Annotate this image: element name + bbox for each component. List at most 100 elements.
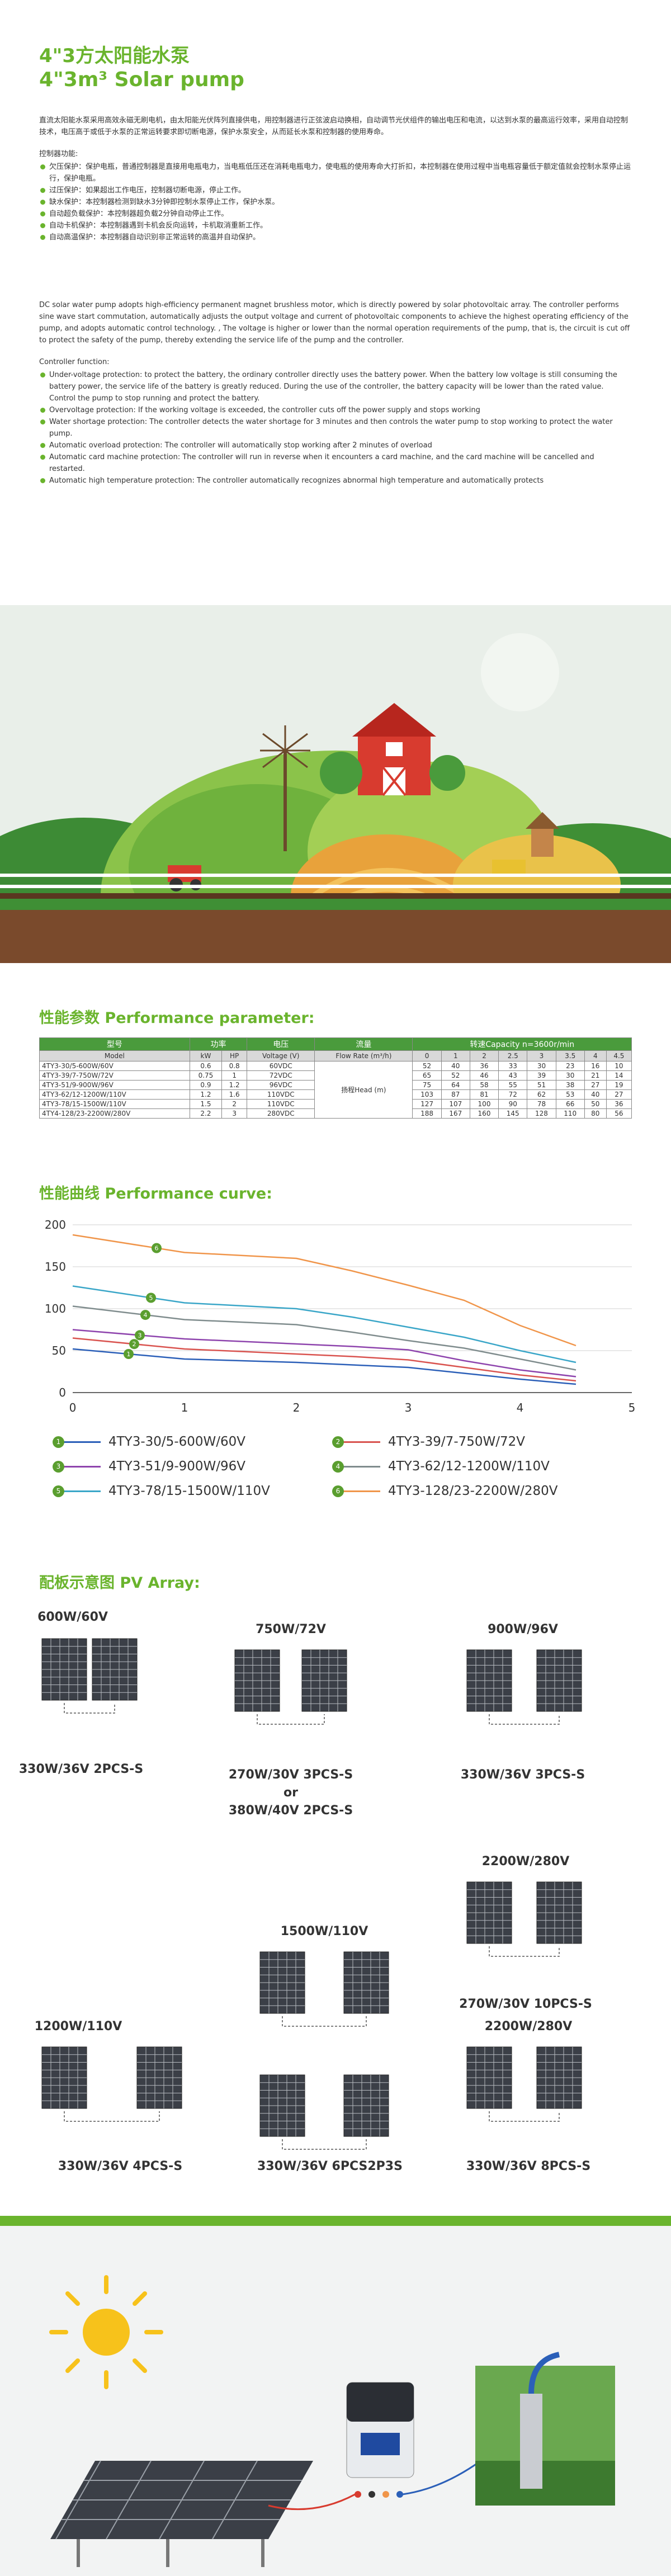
pv-title: 配板示意图 PV Array: bbox=[39, 1574, 200, 1592]
legend-item: 3 4TY3-51/9-900W/96V bbox=[53, 1459, 246, 1474]
en-function-item: Water shortage protection: The controlle… bbox=[39, 416, 632, 440]
legend-item: 4 4TY3-62/12-1200W/110V bbox=[332, 1459, 550, 1474]
th-flow-value: 3 bbox=[527, 1050, 556, 1061]
cell-head-value: 103 bbox=[412, 1089, 442, 1100]
cell-head-value: 160 bbox=[469, 1108, 499, 1119]
solar-panel-icon bbox=[136, 2046, 182, 2109]
cell-head-label: 扬程Head (m) bbox=[314, 1061, 413, 1119]
cell-head-value: 100 bbox=[469, 1099, 499, 1109]
en-function-item: Overvoltage protection: If the working v… bbox=[39, 404, 632, 416]
x-tick-label: 2 bbox=[293, 1401, 300, 1414]
th-flow: 流量 bbox=[314, 1037, 413, 1051]
intro-cn-paragraph: 直流太阳能水泵采用高效永磁无刷电机，由太阳能光伏阵列直接供电，用控制器进行正弦波… bbox=[39, 116, 629, 136]
series-marker bbox=[146, 1292, 156, 1303]
cn-function-item: 过压保护：如果超出工作电压，控制器切断电源，停止工作。 bbox=[39, 185, 632, 196]
solar-panels-icon bbox=[50, 2460, 313, 2567]
curve-title: 性能曲线 Performance curve: bbox=[39, 1185, 272, 1202]
cell-head-value: 62 bbox=[527, 1089, 556, 1100]
performance-title: 性能参数 Performance parameter: bbox=[39, 1009, 315, 1027]
cell-head-value: 188 bbox=[412, 1108, 442, 1119]
cell-head-value: 110 bbox=[555, 1108, 585, 1119]
solar-panel-icon bbox=[92, 1638, 138, 1701]
cell-model: 4TY3-51/9-900W/96V bbox=[39, 1080, 190, 1090]
cell-head-value: 36 bbox=[606, 1099, 632, 1109]
cn-function-item: 自动超负载保护：本控制器超负载2分钟自动停止工作。 bbox=[39, 208, 632, 220]
cell-head-value: 127 bbox=[412, 1099, 442, 1109]
wire bbox=[489, 2111, 560, 2122]
cell-head-value: 10 bbox=[606, 1061, 632, 1071]
cell-head-value: 87 bbox=[441, 1089, 470, 1100]
solar-panel-icon bbox=[41, 1638, 87, 1701]
cell-head-value: 65 bbox=[412, 1070, 442, 1081]
cell-head-value: 145 bbox=[498, 1108, 528, 1119]
cell-head-value: 90 bbox=[498, 1099, 528, 1109]
intro-en-list: Under-voltage protection: to protect the… bbox=[39, 369, 632, 487]
cell-head-value: 27 bbox=[606, 1089, 632, 1100]
cell-head-value: 30 bbox=[527, 1061, 556, 1071]
cell-head-value: 27 bbox=[584, 1080, 607, 1090]
y-tick-label: 150 bbox=[45, 1260, 66, 1273]
solar-panel-icon bbox=[259, 2074, 305, 2137]
cell-kw: 2.2 bbox=[189, 1108, 223, 1119]
cell-head-value: 52 bbox=[412, 1061, 442, 1071]
series-line bbox=[72, 1348, 577, 1385]
wire bbox=[489, 1714, 560, 1725]
cell-model: 4TY3-78/15-1500W/110V bbox=[39, 1099, 190, 1109]
pv-label: 1500W/110V bbox=[281, 1924, 368, 1938]
title-cn: 4"3方太阳能水泵 bbox=[39, 45, 190, 67]
th-flow-value: 3.5 bbox=[555, 1050, 585, 1061]
pv-label: 330W/36V 3PCS-S bbox=[461, 1768, 585, 1782]
th-model-en: Model bbox=[39, 1050, 190, 1061]
cell-head-value: 39 bbox=[527, 1070, 556, 1081]
cell-head-value: 43 bbox=[498, 1070, 528, 1081]
cell-head-value: 40 bbox=[441, 1061, 470, 1071]
pv-label: 600W/60V bbox=[37, 1610, 108, 1624]
x-tick-label: 0 bbox=[69, 1401, 77, 1414]
x-tick-label: 4 bbox=[517, 1401, 524, 1414]
cell-head-value: 78 bbox=[527, 1099, 556, 1109]
legend-label: 4TY3-30/5-600W/60V bbox=[108, 1435, 246, 1449]
series-line bbox=[72, 1329, 577, 1377]
legend-marker: 5 bbox=[53, 1485, 64, 1497]
en-function-item: Automatic card machine protection: The c… bbox=[39, 451, 632, 475]
th-hp: HP bbox=[221, 1050, 248, 1061]
cell-head-value: 19 bbox=[606, 1080, 632, 1090]
system-illustration bbox=[0, 2226, 671, 2576]
cell-model: 4TY4-128/23-2200W/280V bbox=[39, 1108, 190, 1119]
legend-item: 6 4TY3-128/23-2200W/280V bbox=[332, 1484, 558, 1498]
solar-panel-icon bbox=[466, 1881, 512, 1944]
legend-swatch: 3 bbox=[53, 1461, 101, 1473]
legend-label: 4TY3-51/9-900W/96V bbox=[108, 1459, 246, 1474]
cell-hp: 2 bbox=[221, 1099, 248, 1109]
th-flow-value: 0 bbox=[412, 1050, 442, 1061]
cell-v: 96VDC bbox=[247, 1080, 315, 1090]
solar-panel-icon bbox=[466, 1649, 512, 1712]
cell-head-value: 66 bbox=[555, 1099, 585, 1109]
intro-en-paragraph: DC solar water pump adopts high-efficien… bbox=[39, 301, 630, 345]
cell-head-value: 52 bbox=[441, 1070, 470, 1081]
cell-head-value: 36 bbox=[469, 1061, 499, 1071]
solar-panel-icon bbox=[343, 1951, 389, 2014]
series-marker bbox=[129, 1339, 139, 1350]
x-tick-label: 1 bbox=[181, 1401, 188, 1414]
x-tick-label: 3 bbox=[405, 1401, 412, 1414]
cn-function-item: 自动高温保护：本控制器自动识别非正常运转的高温并自动保护。 bbox=[39, 232, 632, 243]
th-flow-value: 1 bbox=[441, 1050, 470, 1061]
legend-label: 4TY3-78/15-1500W/110V bbox=[108, 1484, 270, 1498]
wire bbox=[282, 2139, 367, 2150]
cell-hp: 3 bbox=[221, 1108, 248, 1119]
pv-label: 380W/40V 2PCS-S bbox=[229, 1804, 353, 1818]
wire bbox=[64, 2111, 160, 2122]
cell-head-value: 46 bbox=[469, 1070, 499, 1081]
series-marker bbox=[140, 1310, 150, 1320]
cell-head-value: 21 bbox=[584, 1070, 607, 1081]
cell-head-value: 167 bbox=[441, 1108, 470, 1119]
cell-v: 72VDC bbox=[247, 1070, 315, 1081]
wire bbox=[257, 1714, 325, 1725]
pv-label: 900W/96V bbox=[488, 1622, 558, 1636]
cell-kw: 0.75 bbox=[189, 1070, 223, 1081]
cn-function-item: 自动卡机保护：本控制器遇到卡机会反向运转，卡机取消重新工作。 bbox=[39, 220, 632, 232]
cell-head-value: 40 bbox=[584, 1089, 607, 1100]
pv-label: 2200W/280V bbox=[485, 2020, 572, 2034]
